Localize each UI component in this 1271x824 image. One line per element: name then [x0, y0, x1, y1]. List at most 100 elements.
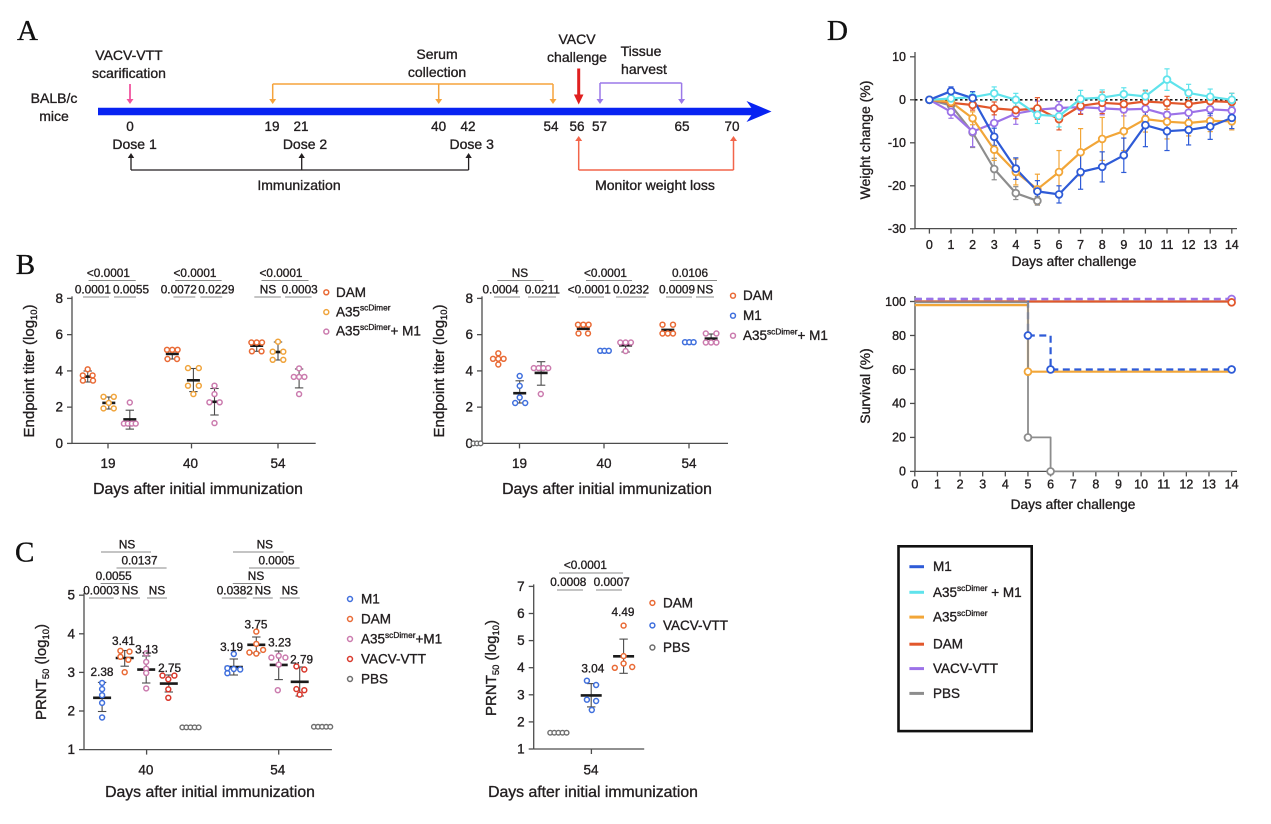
svg-text:40: 40	[138, 763, 153, 778]
svg-text:12: 12	[1182, 238, 1196, 252]
svg-text:54: 54	[270, 763, 286, 778]
svg-text:0.0003: 0.0003	[83, 584, 120, 598]
svg-text:1: 1	[517, 742, 525, 757]
svg-text:mice: mice	[39, 108, 69, 124]
svg-text:6: 6	[465, 327, 473, 342]
svg-text:40: 40	[596, 456, 611, 471]
svg-text:NS: NS	[119, 538, 136, 552]
svg-text:DAM: DAM	[743, 288, 773, 303]
svg-text:NS: NS	[512, 266, 529, 280]
svg-text:A35scDimer​+ M1: A35scDimer​+ M1	[743, 327, 828, 344]
svg-text:70: 70	[724, 119, 739, 134]
svg-text:Days after initial immunizatio: Days after initial immunization	[105, 784, 315, 801]
svg-text:9: 9	[1120, 238, 1127, 252]
svg-text:Tissue: Tissue	[621, 43, 662, 59]
svg-text:-20: -20	[888, 179, 906, 193]
svg-text:10: 10	[1134, 478, 1148, 492]
svg-text:4: 4	[465, 363, 473, 378]
svg-text:Days after challenge: Days after challenge	[1011, 497, 1136, 512]
svg-text:20: 20	[892, 431, 906, 445]
svg-text:19: 19	[264, 119, 279, 134]
svg-text:0: 0	[55, 436, 63, 451]
svg-text:3: 3	[979, 478, 986, 492]
svg-text:A35scDimer​: A35scDimer​	[336, 303, 391, 320]
svg-text:0.0003: 0.0003	[282, 283, 319, 297]
svg-text:8: 8	[465, 291, 473, 306]
svg-text:0.0229: 0.0229	[198, 283, 234, 297]
svg-text:40: 40	[183, 456, 198, 471]
svg-text:Survival (%): Survival (%)	[857, 348, 873, 423]
svg-text:0.0009: 0.0009	[659, 283, 695, 297]
svg-text:0.0008: 0.0008	[550, 575, 587, 589]
svg-text:2.38: 2.38	[91, 665, 114, 679]
svg-text:0.0001: 0.0001	[75, 283, 111, 297]
svg-text:C: C	[15, 537, 34, 569]
svg-text:Endpoint titer (log10​): Endpoint titer (log10​)	[21, 304, 39, 437]
svg-text:2.75: 2.75	[158, 661, 181, 675]
svg-text:1: 1	[948, 238, 955, 252]
svg-text:40: 40	[431, 119, 446, 134]
svg-text:3.23: 3.23	[268, 636, 291, 650]
svg-text:-10: -10	[888, 136, 906, 150]
svg-text:M1: M1	[743, 308, 762, 323]
svg-text:54: 54	[583, 763, 599, 778]
svg-text:4: 4	[67, 626, 75, 641]
svg-text:NS: NS	[122, 584, 139, 598]
svg-text:5: 5	[67, 588, 75, 603]
svg-text:4: 4	[1012, 238, 1019, 252]
svg-text:9: 9	[1115, 478, 1122, 492]
svg-text:2: 2	[517, 714, 525, 729]
svg-text:NS: NS	[697, 283, 714, 297]
svg-text:D: D	[827, 15, 848, 47]
svg-text:2.79: 2.79	[290, 653, 313, 667]
svg-text:19: 19	[512, 456, 527, 471]
svg-text:Immunization: Immunization	[257, 177, 340, 193]
svg-text:harvest: harvest	[621, 61, 667, 77]
svg-text:60: 60	[892, 363, 906, 377]
svg-text:0: 0	[926, 238, 933, 252]
svg-text:3: 3	[991, 238, 998, 252]
svg-text:0: 0	[126, 119, 134, 134]
svg-text:Serum: Serum	[416, 46, 457, 62]
svg-text:5: 5	[517, 633, 525, 648]
svg-text:A35scDimer​: A35scDimer​	[933, 608, 988, 625]
svg-text:PRNT50​ (log10​): PRNT50​ (log10​)	[33, 624, 51, 720]
svg-text:100: 100	[885, 295, 906, 309]
svg-text:-30: -30	[888, 222, 906, 236]
svg-text:2: 2	[67, 704, 75, 719]
svg-text:<0.0001: <0.0001	[568, 283, 611, 297]
svg-text:DAM: DAM	[336, 285, 366, 300]
svg-text:11: 11	[1161, 238, 1174, 252]
svg-text:6: 6	[517, 606, 525, 621]
svg-text:4: 4	[55, 363, 63, 378]
svg-text:collection: collection	[408, 64, 466, 80]
svg-text:B: B	[16, 249, 35, 281]
svg-text:A: A	[17, 15, 38, 47]
svg-text:21: 21	[293, 119, 308, 134]
svg-text:M1: M1	[933, 559, 952, 574]
svg-text:0.0106: 0.0106	[672, 266, 709, 280]
svg-text:10: 10	[1138, 238, 1152, 252]
svg-text:NS: NS	[282, 584, 299, 598]
svg-text:0: 0	[899, 465, 906, 479]
svg-text:Monitor weight loss: Monitor weight loss	[595, 177, 715, 193]
svg-text:NS: NS	[248, 569, 265, 583]
svg-text:57: 57	[592, 119, 607, 134]
svg-text:5: 5	[1034, 238, 1041, 252]
svg-text:Days after initial immunizatio: Days after initial immunization	[488, 784, 698, 801]
svg-text:2: 2	[969, 238, 976, 252]
svg-text:8: 8	[55, 291, 63, 306]
svg-text:PBS: PBS	[361, 672, 388, 687]
svg-text:56: 56	[569, 119, 584, 134]
svg-text:A35scDimer​ + M1: A35scDimer​ + M1	[933, 583, 1022, 600]
svg-text:6: 6	[55, 327, 63, 342]
svg-text:0.0004: 0.0004	[482, 283, 519, 297]
svg-text:13: 13	[1202, 478, 1216, 492]
svg-text:A35scDimer​+M1: A35scDimer​+M1	[361, 630, 442, 647]
svg-text:2: 2	[957, 478, 964, 492]
svg-text:Dose 3: Dose 3	[450, 136, 495, 152]
svg-text:PBS: PBS	[663, 640, 690, 655]
svg-text:0.0007: 0.0007	[594, 575, 630, 589]
svg-text:PBS: PBS	[933, 686, 960, 701]
svg-text:3.41: 3.41	[112, 634, 135, 648]
